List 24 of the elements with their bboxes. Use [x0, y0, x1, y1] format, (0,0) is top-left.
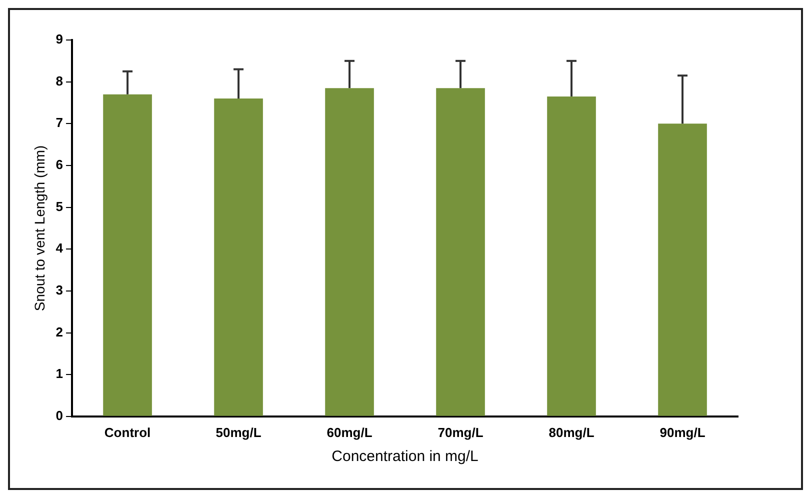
bar — [214, 98, 263, 416]
y-tick-label: 9 — [56, 32, 64, 47]
x-tick-label: 90mg/L — [660, 424, 706, 440]
y-tick-label: 0 — [56, 408, 64, 423]
y-tick-label: 2 — [56, 324, 64, 340]
y-tick-label: 8 — [56, 73, 64, 88]
x-axis-title: Concentration in mg/L — [332, 448, 478, 466]
y-tick-label: 4 — [56, 240, 64, 256]
y-tick-label: 3 — [56, 282, 64, 298]
y-tick-label: 6 — [56, 157, 64, 172]
y-tick-label: 1 — [56, 366, 64, 382]
y-axis-title: Snout to vent Length (mm) — [31, 145, 48, 312]
x-tick-label: 50mg/L — [216, 424, 262, 440]
x-tick-label: Control — [104, 424, 151, 440]
bar — [325, 88, 374, 416]
bar — [658, 124, 707, 416]
bar — [436, 88, 485, 416]
x-tick-label: 60mg/L — [326, 424, 372, 440]
x-tick-label: 70mg/L — [438, 424, 484, 440]
y-tick-label: 7 — [56, 115, 64, 130]
bar — [547, 96, 596, 416]
y-tick-label: 5 — [56, 198, 64, 214]
x-tick-label: 80mg/L — [548, 424, 594, 440]
bar — [103, 94, 152, 416]
